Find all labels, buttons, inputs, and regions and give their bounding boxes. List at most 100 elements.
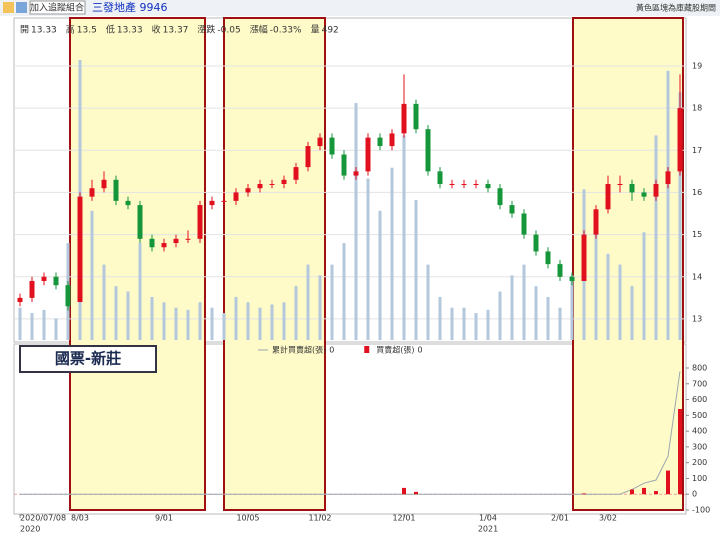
flow-line bbox=[20, 371, 681, 495]
legend-value: 0 bbox=[329, 346, 334, 355]
flow-bar bbox=[642, 487, 646, 495]
y2-tick-label: 200 bbox=[692, 458, 707, 467]
volume-bar bbox=[54, 318, 58, 340]
y2-tick-label: 100 bbox=[692, 474, 707, 483]
volume-bar bbox=[402, 135, 406, 340]
candle-body bbox=[113, 179, 119, 201]
candle-body bbox=[497, 188, 503, 206]
year-label: 2020 bbox=[20, 525, 40, 534]
y2-tick-label: 300 bbox=[692, 442, 707, 451]
y2-tick-label: 0 bbox=[692, 490, 697, 499]
volume-bar bbox=[630, 286, 634, 340]
legend-swatch bbox=[364, 346, 370, 353]
candle-body bbox=[101, 179, 107, 189]
candle-body bbox=[41, 276, 47, 281]
y-tick-label: 18 bbox=[692, 104, 702, 113]
info-value: 13.5 bbox=[77, 26, 97, 36]
candle-body bbox=[17, 297, 23, 303]
candle-body bbox=[137, 205, 143, 239]
candle-body bbox=[245, 188, 251, 193]
volume-bar bbox=[390, 167, 394, 340]
add-button-label[interactable]: 加入追蹤組合 bbox=[30, 2, 84, 14]
volume-bar bbox=[366, 178, 370, 340]
x-tick-label: 2020/07/08 bbox=[20, 514, 66, 523]
volume-bar bbox=[426, 264, 430, 340]
candle-body bbox=[581, 234, 587, 281]
volume-bar bbox=[558, 307, 562, 340]
y2-tick-label: 500 bbox=[692, 411, 707, 420]
candle-body bbox=[425, 129, 431, 172]
candle-body bbox=[233, 192, 239, 201]
info-value: -0.33% bbox=[270, 26, 302, 36]
flow-bar bbox=[582, 493, 586, 495]
save-icon[interactable] bbox=[16, 2, 27, 13]
x-tick-label: 11/02 bbox=[308, 514, 331, 523]
volume-bar bbox=[42, 309, 46, 340]
volume-bar bbox=[294, 286, 298, 340]
volume-bar bbox=[210, 307, 214, 340]
x-tick-label: 12/01 bbox=[392, 514, 415, 523]
y-tick-label: 14 bbox=[692, 272, 702, 281]
volume-bar bbox=[18, 307, 22, 340]
y-tick-label: 13 bbox=[692, 314, 702, 323]
candle-body bbox=[77, 196, 83, 303]
candle-body bbox=[221, 200, 227, 202]
candle-body bbox=[365, 137, 371, 172]
y-tick-label: 16 bbox=[692, 188, 702, 197]
volume-bar bbox=[438, 296, 442, 340]
stock-name: 三發地產 9946 bbox=[92, 0, 168, 14]
y-tick-label: 19 bbox=[692, 61, 702, 70]
y2-tick-label: 400 bbox=[692, 427, 707, 436]
info-value: 13.33 bbox=[31, 26, 57, 36]
info-label: 收 bbox=[152, 24, 161, 36]
candle-body bbox=[377, 137, 383, 147]
candle-body bbox=[509, 205, 515, 214]
volume-bar bbox=[486, 309, 490, 340]
candle-body bbox=[605, 184, 611, 210]
volume-bar bbox=[174, 307, 178, 340]
volume-bar bbox=[594, 232, 598, 340]
info-value: -0.05 bbox=[217, 26, 240, 36]
volume-bar bbox=[102, 264, 106, 340]
buyback-band bbox=[223, 17, 326, 511]
plot: 13 14 15 16 17 18 19 2020/07/08 8/03 9/01 10/05 11/… bbox=[14, 60, 710, 534]
candle-body bbox=[53, 276, 59, 286]
flow-bar bbox=[630, 489, 634, 495]
candle-body bbox=[653, 184, 659, 197]
volume-bar bbox=[234, 296, 238, 340]
candle-body bbox=[449, 184, 455, 185]
candle-body bbox=[161, 243, 167, 248]
candle-body bbox=[281, 179, 287, 184]
volume-bar bbox=[498, 291, 502, 340]
info-label: 開 bbox=[20, 25, 29, 36]
volume-bar bbox=[570, 275, 574, 340]
candle-body bbox=[533, 234, 539, 252]
candle-body bbox=[401, 103, 407, 134]
volume-bar bbox=[618, 264, 622, 340]
volume-bar bbox=[150, 296, 154, 340]
y-tick-label: 17 bbox=[692, 146, 702, 155]
candle-body bbox=[389, 133, 395, 147]
broker-label: 國票-新莊 bbox=[55, 350, 121, 368]
volume-bar bbox=[642, 232, 646, 340]
candle-body bbox=[413, 103, 419, 130]
candle-body bbox=[545, 251, 551, 265]
flow-bar bbox=[678, 409, 682, 495]
volume-bar bbox=[666, 70, 670, 341]
candle-body bbox=[317, 137, 323, 147]
volume-bar bbox=[354, 103, 358, 340]
flow-bar bbox=[414, 491, 418, 495]
volume-bar bbox=[510, 275, 514, 340]
folder-icon[interactable] bbox=[3, 2, 14, 13]
candle-body bbox=[149, 238, 155, 248]
y2-tick-label: 700 bbox=[692, 379, 707, 388]
volume-bar bbox=[546, 296, 550, 340]
label-box bbox=[19, 345, 157, 373]
candle-body bbox=[461, 184, 467, 185]
add-button[interactable] bbox=[29, 0, 86, 15]
candle-body bbox=[473, 184, 479, 185]
x-tick-label: 1/04 bbox=[479, 514, 497, 523]
info-value: 13.33 bbox=[117, 26, 143, 36]
info-label: 漲幅 bbox=[250, 24, 268, 36]
